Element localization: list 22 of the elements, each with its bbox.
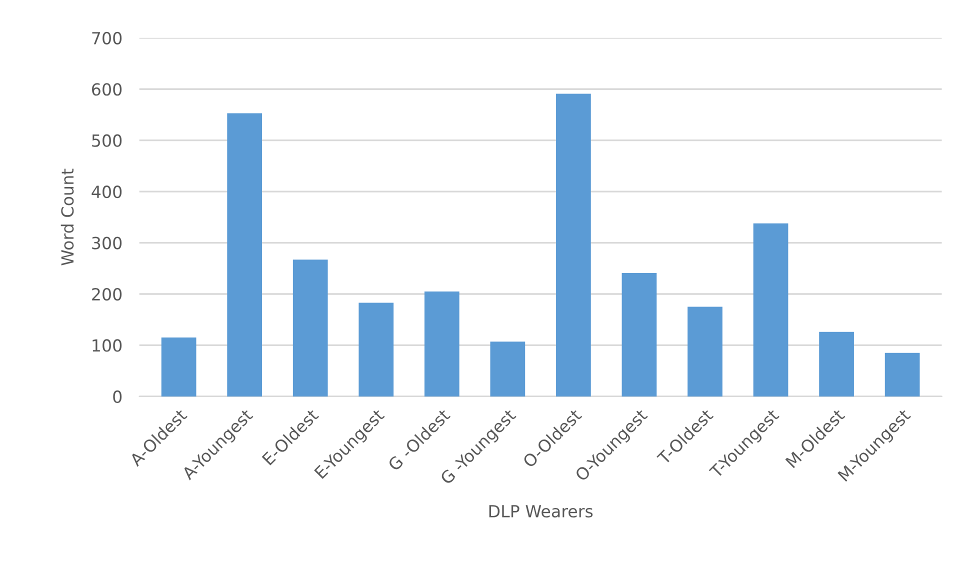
bar [884,352,920,396]
y-tick-label: 100 [92,339,122,352]
y-tick-label: 600 [92,83,122,96]
y-axis-title: Word Count [60,168,74,266]
y-tick-label: 0 [113,390,122,404]
bar [753,223,788,396]
bar [358,302,394,396]
x-axis-title: DLP Wearers [489,505,593,518]
bar [490,342,526,396]
bar [556,94,591,396]
y-tick-label: 700 [92,32,122,44]
y-tick-label: 400 [92,186,122,198]
bar [688,306,722,396]
bar [161,338,196,396]
y-tick-label: 500 [92,134,122,147]
bar [424,291,460,396]
bar [622,273,657,396]
bar [227,113,262,396]
y-tick-label: 300 [92,236,122,250]
bar [292,260,328,396]
y-tick-label: 200 [92,288,122,301]
bar [819,332,854,396]
